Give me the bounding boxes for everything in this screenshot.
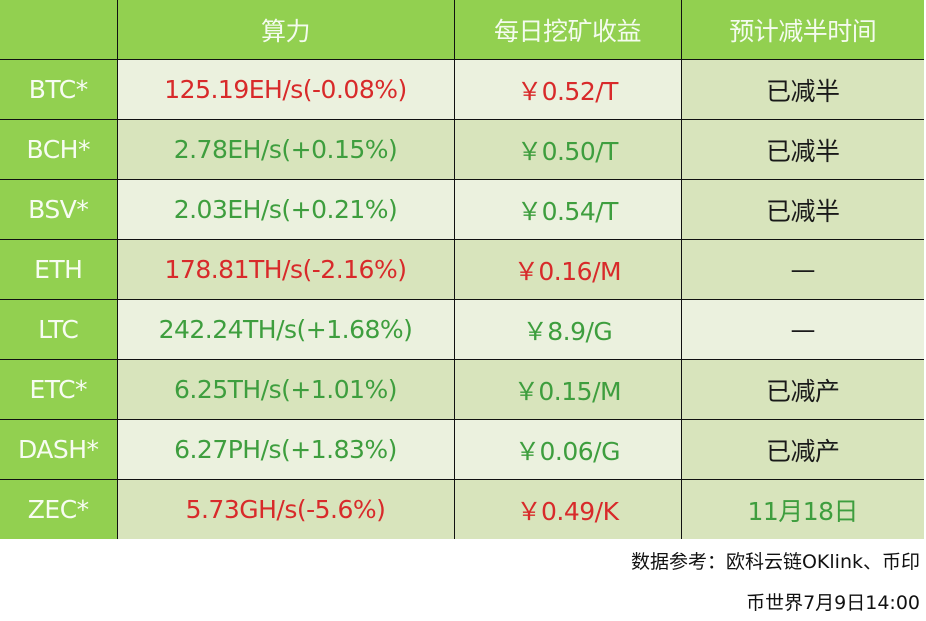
table-row: BCH* 2.78EH/s(+0.15%) ￥0.50/T 已减半 [0,119,924,180]
halving-cell: 已减半 [680,59,924,120]
hashrate-cell: 242.24TH/s(+1.68%) [116,299,455,360]
income-cell: ￥0.54/T [453,179,682,240]
coin-label: BTC* [0,59,118,120]
header-halving-time: 预计减半时间 [680,0,924,60]
table-row: DASH* 6.27PH/s(+1.83%) ￥0.06/G 已减产 [0,419,924,480]
halving-cell: 已减产 [680,419,924,480]
header-coin [0,0,118,60]
coin-label: LTC [0,299,118,360]
hashrate-cell: 2.78EH/s(+0.15%) [116,119,455,180]
income-cell: ￥8.9/G [453,299,682,360]
data-source-note: 数据参考：欧科云链OKlink、币印 [630,551,920,573]
halving-cell: — [680,299,924,360]
income-cell: ￥0.50/T [453,119,682,180]
hashrate-cell: 125.19EH/s(-0.08%) [116,59,455,120]
income-cell: ￥0.52/T [453,59,682,120]
coin-label: BCH* [0,119,118,180]
income-cell: ￥0.06/G [453,419,682,480]
table-row: LTC 242.24TH/s(+1.68%) ￥8.9/G — [0,299,924,360]
halving-cell: 已减产 [680,359,924,420]
publisher-timestamp: 币世界7月9日14:00 [746,592,920,614]
coin-label: BSV* [0,179,118,240]
halving-cell: — [680,239,924,300]
table-row: BSV* 2.03EH/s(+0.21%) ￥0.54/T 已减半 [0,179,924,240]
table-row: ZEC* 5.73GH/s(-5.6%) ￥0.49/K 11月18日 [0,479,924,539]
halving-cell: 已减半 [680,179,924,240]
mining-data-table: 算力 每日挖矿收益 预计减半时间 BTC* 125.19EH/s(-0.08%)… [0,0,924,539]
halving-cell: 已减半 [680,119,924,180]
hashrate-cell: 5.73GH/s(-5.6%) [116,479,455,539]
header-hashrate: 算力 [116,0,455,60]
hashrate-cell: 2.03EH/s(+0.21%) [116,179,455,240]
hashrate-cell: 6.27PH/s(+1.83%) [116,419,455,480]
income-cell: ￥0.15/M [453,359,682,420]
income-cell: ￥0.49/K [453,479,682,539]
table-row: ETC* 6.25TH/s(+1.01%) ￥0.15/M 已减产 [0,359,924,420]
coin-label: DASH* [0,419,118,480]
table-header-row: 算力 每日挖矿收益 预计减半时间 [0,0,924,60]
hashrate-cell: 6.25TH/s(+1.01%) [116,359,455,420]
header-daily-income: 每日挖矿收益 [453,0,682,60]
table-row: BTC* 125.19EH/s(-0.08%) ￥0.52/T 已减半 [0,59,924,120]
coin-label: ETH [0,239,118,300]
coin-label: ETC* [0,359,118,420]
income-cell: ￥0.16/M [453,239,682,300]
table-row: ETH 178.81TH/s(-2.16%) ￥0.16/M — [0,239,924,300]
coin-label: ZEC* [0,479,118,539]
hashrate-cell: 178.81TH/s(-2.16%) [116,239,455,300]
halving-cell: 11月18日 [680,479,924,539]
